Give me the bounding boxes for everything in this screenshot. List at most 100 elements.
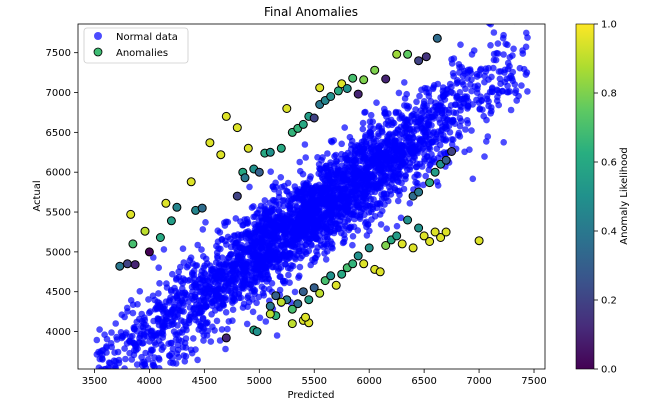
normal-data-point xyxy=(250,251,258,258)
normal-data-point xyxy=(257,253,264,261)
normal-data-point xyxy=(477,66,484,74)
normal-data-point xyxy=(473,73,481,80)
normal-data-point xyxy=(202,281,209,289)
normal-data-point xyxy=(269,263,276,271)
anomaly-point xyxy=(186,177,196,187)
normal-data-point xyxy=(180,352,188,359)
normal-data-point xyxy=(237,294,245,302)
normal-data-point xyxy=(165,299,173,306)
normal-data-point xyxy=(121,345,128,352)
normal-data-point xyxy=(395,109,402,116)
normal-data-point xyxy=(129,332,136,340)
normal-data-point xyxy=(408,149,415,156)
normal-data-point xyxy=(349,241,356,249)
normal-data-point xyxy=(237,231,245,239)
normal-data-point xyxy=(262,318,270,325)
anomaly-point xyxy=(315,83,325,93)
normal-data-point xyxy=(121,313,128,321)
normal-data-point xyxy=(456,133,464,140)
normal-data-point xyxy=(261,197,269,204)
normal-data-point xyxy=(344,194,352,202)
normal-data-point xyxy=(320,212,327,219)
normal-data-point xyxy=(156,299,163,307)
anomaly-point xyxy=(403,215,413,225)
x-tick-label: 3500 xyxy=(82,376,107,387)
normal-data-point xyxy=(271,197,278,204)
normal-data-point xyxy=(512,87,520,94)
normal-data-point xyxy=(457,95,464,103)
normal-data-point xyxy=(385,131,393,139)
normal-data-point xyxy=(252,228,260,235)
normal-data-point xyxy=(119,333,127,341)
normal-data-point xyxy=(270,242,277,249)
plot-frame xyxy=(77,23,546,370)
normal-data-point xyxy=(507,106,515,114)
normal-data-point xyxy=(115,391,122,398)
normal-data-point xyxy=(312,235,320,242)
normal-data-point xyxy=(418,118,425,125)
anomaly-point xyxy=(216,150,226,160)
anomaly-point xyxy=(414,187,424,197)
anomaly-point xyxy=(392,231,402,241)
normal-data-point xyxy=(275,189,283,197)
normal-data-point xyxy=(362,133,369,141)
normal-data-point xyxy=(420,181,427,189)
x-tick-label: 7000 xyxy=(466,376,491,387)
anomaly-point xyxy=(425,178,435,188)
colorbar-tick-label: 0.6 xyxy=(601,158,617,169)
anomaly-point xyxy=(309,283,319,293)
anomaly-point xyxy=(421,52,431,62)
normal-data-point xyxy=(192,291,199,298)
normal-data-point xyxy=(322,256,330,263)
normal-data-point xyxy=(207,338,215,345)
anomaly-point xyxy=(254,167,264,177)
normal-data-point xyxy=(315,161,323,168)
anomaly-point xyxy=(392,49,402,59)
normal-data-point xyxy=(516,64,524,72)
normal-data-point xyxy=(256,314,264,322)
normal-data-point xyxy=(186,257,194,264)
normal-data-point xyxy=(269,183,277,190)
normal-data-point xyxy=(155,365,163,369)
normal-data-point xyxy=(376,211,384,218)
normal-data-point xyxy=(356,157,364,165)
anomaly-point xyxy=(353,89,363,99)
normal-data-point xyxy=(457,41,464,48)
normal-data-point xyxy=(259,226,267,234)
normal-data-point xyxy=(426,156,433,164)
normal-data-point xyxy=(257,266,264,274)
normal-data-point xyxy=(245,298,253,306)
normal-data-point xyxy=(204,327,212,335)
anomaly-point xyxy=(441,227,451,237)
normal-data-point xyxy=(497,80,504,87)
normal-data-point xyxy=(515,92,522,100)
anomaly-point xyxy=(441,155,451,165)
anomaly-point xyxy=(240,173,250,183)
normal-data-point xyxy=(200,297,208,304)
anomaly-point xyxy=(197,203,207,213)
normal-data-point xyxy=(163,284,171,291)
normal-data-point xyxy=(240,246,247,253)
anomaly-point xyxy=(436,233,446,242)
normal-data-point xyxy=(331,153,338,160)
anomaly-point xyxy=(432,33,442,43)
normal-data-point xyxy=(297,167,304,175)
normal-data-point xyxy=(167,359,174,366)
normal-data-point xyxy=(414,146,422,153)
normal-data-point xyxy=(138,310,145,318)
normal-data-point xyxy=(446,80,454,88)
normal-data-point xyxy=(290,195,298,202)
normal-data-point xyxy=(180,259,188,266)
normal-data-point xyxy=(314,197,322,204)
normal-data-point xyxy=(267,168,275,175)
normal-data-point xyxy=(418,163,426,170)
normal-data-point xyxy=(488,88,496,95)
anomaly-point xyxy=(364,243,374,253)
normal-data-point xyxy=(243,270,251,278)
normal-data-point xyxy=(302,154,310,161)
normal-data-point xyxy=(331,171,338,178)
normal-data-point xyxy=(96,326,103,333)
normal-data-point xyxy=(263,272,271,279)
normal-data-point xyxy=(488,104,495,111)
normal-data-point xyxy=(425,113,433,121)
